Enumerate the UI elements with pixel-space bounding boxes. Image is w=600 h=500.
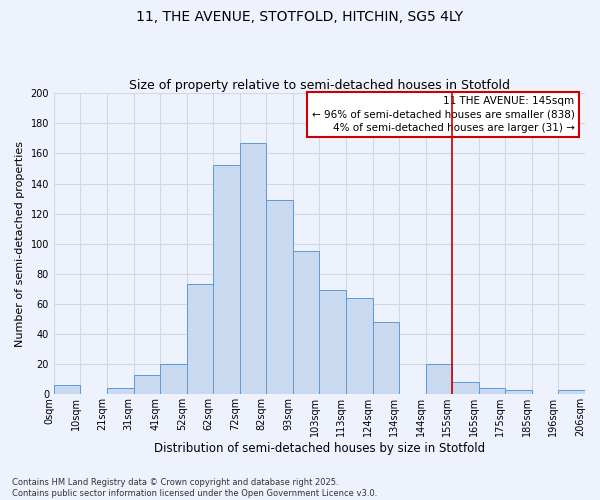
Text: 11, THE AVENUE, STOTFOLD, HITCHIN, SG5 4LY: 11, THE AVENUE, STOTFOLD, HITCHIN, SG5 4…: [136, 10, 464, 24]
Bar: [160, 364, 187, 394]
Bar: [187, 284, 213, 395]
Bar: [134, 374, 160, 394]
Bar: [213, 166, 240, 394]
Bar: [293, 252, 319, 394]
Bar: [479, 388, 505, 394]
Y-axis label: Number of semi-detached properties: Number of semi-detached properties: [15, 140, 25, 346]
Bar: [373, 322, 399, 394]
Bar: [452, 382, 479, 394]
Bar: [559, 390, 585, 394]
Text: 11 THE AVENUE: 145sqm
← 96% of semi-detached houses are smaller (838)
4% of semi: 11 THE AVENUE: 145sqm ← 96% of semi-deta…: [311, 96, 574, 132]
Bar: [266, 200, 293, 394]
Bar: [54, 386, 80, 394]
Bar: [240, 143, 266, 395]
Text: Contains HM Land Registry data © Crown copyright and database right 2025.
Contai: Contains HM Land Registry data © Crown c…: [12, 478, 377, 498]
Bar: [425, 364, 452, 394]
Title: Size of property relative to semi-detached houses in Stotfold: Size of property relative to semi-detach…: [129, 79, 510, 92]
Bar: [319, 290, 346, 395]
Bar: [107, 388, 134, 394]
X-axis label: Distribution of semi-detached houses by size in Stotfold: Distribution of semi-detached houses by …: [154, 442, 485, 455]
Bar: [505, 390, 532, 394]
Bar: [346, 298, 373, 394]
